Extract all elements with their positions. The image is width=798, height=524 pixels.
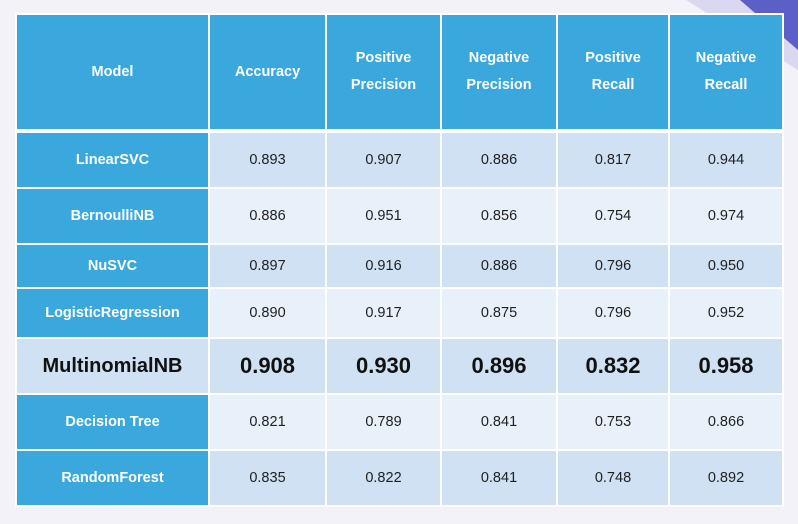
header-line1: Positive bbox=[585, 50, 641, 66]
model-name-cell: RandomForest bbox=[15, 449, 210, 507]
model-name-cell: Decision Tree bbox=[15, 393, 210, 451]
negative-precision-cell: 0.886 bbox=[440, 243, 558, 289]
positive-precision-cell: 0.907 bbox=[325, 130, 442, 189]
positive-precision-cell: 0.916 bbox=[325, 243, 442, 289]
header-line2: Recall bbox=[704, 77, 748, 93]
model-metrics-table: Model Accuracy Positive Precision Negati… bbox=[15, 13, 784, 507]
table-row: LinearSVC 0.893 0.907 0.886 0.817 0.944 bbox=[15, 130, 784, 189]
results-table-container: Model Accuracy Positive Precision Negati… bbox=[15, 13, 784, 507]
accuracy-cell: 0.886 bbox=[208, 187, 327, 245]
positive-recall-cell: 0.748 bbox=[556, 449, 670, 507]
negative-recall-cell: 0.944 bbox=[668, 130, 784, 189]
positive-precision-cell: 0.822 bbox=[325, 449, 442, 507]
header-line2: Recall bbox=[591, 77, 635, 93]
header-negative-precision: Negative Precision bbox=[440, 13, 558, 133]
model-name-cell: BernoulliNB bbox=[15, 187, 210, 245]
positive-recall-cell: 0.753 bbox=[556, 393, 670, 451]
header-positive-recall: Positive Recall bbox=[556, 13, 670, 133]
negative-recall-cell: 0.892 bbox=[668, 449, 784, 507]
model-name-cell: MultinomialNB bbox=[15, 337, 210, 395]
negative-precision-cell: 0.841 bbox=[440, 393, 558, 451]
accuracy-cell: 0.893 bbox=[208, 130, 327, 189]
negative-recall-cell: 0.866 bbox=[668, 393, 784, 451]
model-name-cell: LogisticRegression bbox=[15, 287, 210, 339]
header-row: Model Accuracy Positive Precision Negati… bbox=[15, 13, 784, 133]
positive-recall-cell: 0.832 bbox=[556, 337, 670, 395]
accuracy-cell: 0.821 bbox=[208, 393, 327, 451]
positive-precision-cell: 0.951 bbox=[325, 187, 442, 245]
table-row: LogisticRegression 0.890 0.917 0.875 0.7… bbox=[15, 287, 784, 339]
positive-recall-cell: 0.796 bbox=[556, 243, 670, 289]
positive-recall-cell: 0.796 bbox=[556, 287, 670, 339]
table-row: BernoulliNB 0.886 0.951 0.856 0.754 0.97… bbox=[15, 187, 784, 245]
header-line1: Negative bbox=[695, 50, 757, 66]
negative-precision-cell: 0.896 bbox=[440, 337, 558, 395]
accuracy-cell: 0.835 bbox=[208, 449, 327, 507]
accuracy-cell: 0.908 bbox=[208, 337, 327, 395]
header-line2: Precision bbox=[466, 77, 532, 93]
table-row: NuSVC 0.897 0.916 0.886 0.796 0.950 bbox=[15, 243, 784, 289]
header-accuracy: Accuracy bbox=[208, 13, 327, 133]
negative-precision-cell: 0.875 bbox=[440, 287, 558, 339]
positive-precision-cell: 0.789 bbox=[325, 393, 442, 451]
positive-recall-cell: 0.817 bbox=[556, 130, 670, 189]
table-row: Decision Tree 0.821 0.789 0.841 0.753 0.… bbox=[15, 393, 784, 451]
negative-precision-cell: 0.841 bbox=[440, 449, 558, 507]
negative-precision-cell: 0.886 bbox=[440, 130, 558, 189]
header-accuracy-text: Accuracy bbox=[234, 63, 301, 80]
accuracy-cell: 0.897 bbox=[208, 243, 327, 289]
header-model: Model bbox=[15, 13, 210, 133]
header-negative-recall: Negative Recall bbox=[668, 13, 784, 133]
positive-precision-cell: 0.917 bbox=[325, 287, 442, 339]
positive-recall-cell: 0.754 bbox=[556, 187, 670, 245]
model-name-cell: NuSVC bbox=[15, 243, 210, 289]
header-line2: Precision bbox=[350, 77, 417, 93]
negative-precision-cell: 0.856 bbox=[440, 187, 558, 245]
positive-precision-cell: 0.930 bbox=[325, 337, 442, 395]
header-line1: Positive bbox=[355, 50, 412, 66]
header-positive-precision: Positive Precision bbox=[325, 13, 442, 133]
accuracy-cell: 0.890 bbox=[208, 287, 327, 339]
header-line1: Negative bbox=[468, 50, 530, 66]
model-name-cell: LinearSVC bbox=[15, 130, 210, 189]
header-model-text: Model bbox=[91, 63, 134, 80]
table-row: RandomForest 0.835 0.822 0.841 0.748 0.8… bbox=[15, 449, 784, 507]
negative-recall-cell: 0.974 bbox=[668, 187, 784, 245]
negative-recall-cell: 0.952 bbox=[668, 287, 784, 339]
table-row-best-model: MultinomialNB 0.908 0.930 0.896 0.832 0.… bbox=[15, 337, 784, 395]
negative-recall-cell: 0.950 bbox=[668, 243, 784, 289]
negative-recall-cell: 0.958 bbox=[668, 337, 784, 395]
